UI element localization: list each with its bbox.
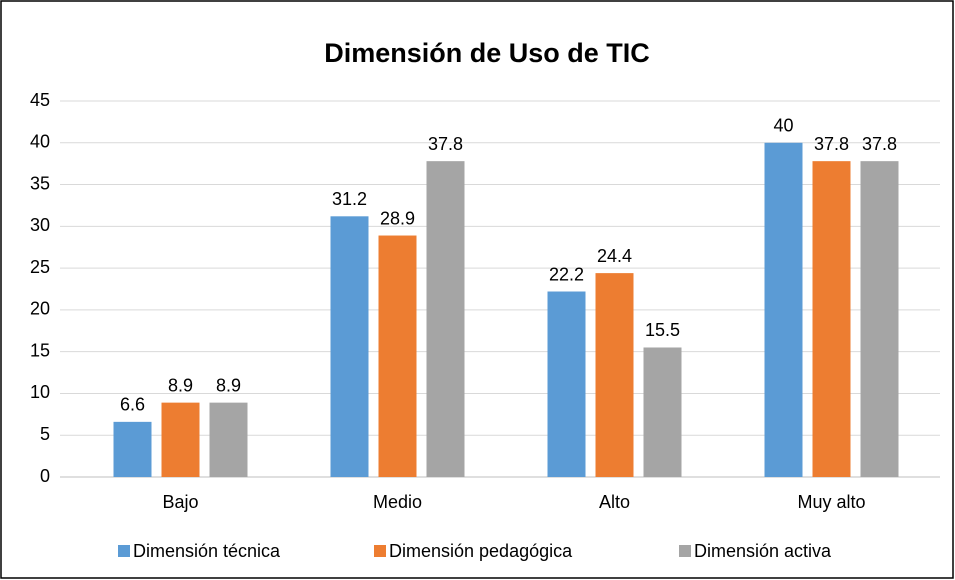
legend-label: Dimensión pedagógica	[389, 541, 573, 561]
legend-label: Dimensión activa	[694, 541, 832, 561]
bar	[378, 235, 417, 477]
legend-swatch	[118, 545, 130, 557]
y-tick-label: 35	[30, 173, 50, 193]
legend-swatch	[374, 545, 386, 557]
x-tick-label: Muy alto	[797, 492, 865, 512]
bar	[812, 161, 851, 477]
value-label: 40	[773, 116, 793, 136]
x-tick-label: Alto	[599, 492, 630, 512]
value-label: 6.6	[120, 395, 145, 415]
y-tick-label: 45	[30, 90, 50, 110]
y-tick-label: 0	[40, 466, 50, 486]
value-label: 37.8	[862, 134, 897, 154]
value-label: 22.2	[549, 264, 584, 284]
bar	[209, 402, 248, 477]
bar	[161, 402, 200, 477]
y-tick-label: 15	[30, 340, 50, 360]
bar	[330, 216, 369, 477]
bar	[426, 161, 465, 477]
bar	[113, 421, 152, 477]
value-label: 24.4	[597, 246, 632, 266]
y-tick-label: 10	[30, 382, 50, 402]
value-label: 15.5	[645, 320, 680, 340]
x-tick-label: Medio	[373, 492, 422, 512]
value-label: 37.8	[428, 134, 463, 154]
bar	[595, 273, 634, 477]
legend-label: Dimensión técnica	[133, 541, 281, 561]
bar	[764, 142, 803, 477]
y-tick-label: 30	[30, 215, 50, 235]
x-tick-label: Bajo	[162, 492, 198, 512]
bar	[860, 161, 899, 477]
y-tick-label: 20	[30, 299, 50, 319]
y-tick-label: 40	[30, 132, 50, 152]
value-label: 8.9	[216, 375, 241, 395]
bar	[547, 291, 586, 477]
value-label: 37.8	[814, 134, 849, 154]
legend-swatch	[679, 545, 691, 557]
chart-title: Dimensión de Uso de TIC	[324, 38, 650, 68]
value-label: 31.2	[332, 189, 367, 209]
y-tick-label: 5	[40, 424, 50, 444]
value-label: 8.9	[168, 375, 193, 395]
bar	[643, 347, 682, 477]
y-tick-label: 25	[30, 257, 50, 277]
value-label: 28.9	[380, 208, 415, 228]
